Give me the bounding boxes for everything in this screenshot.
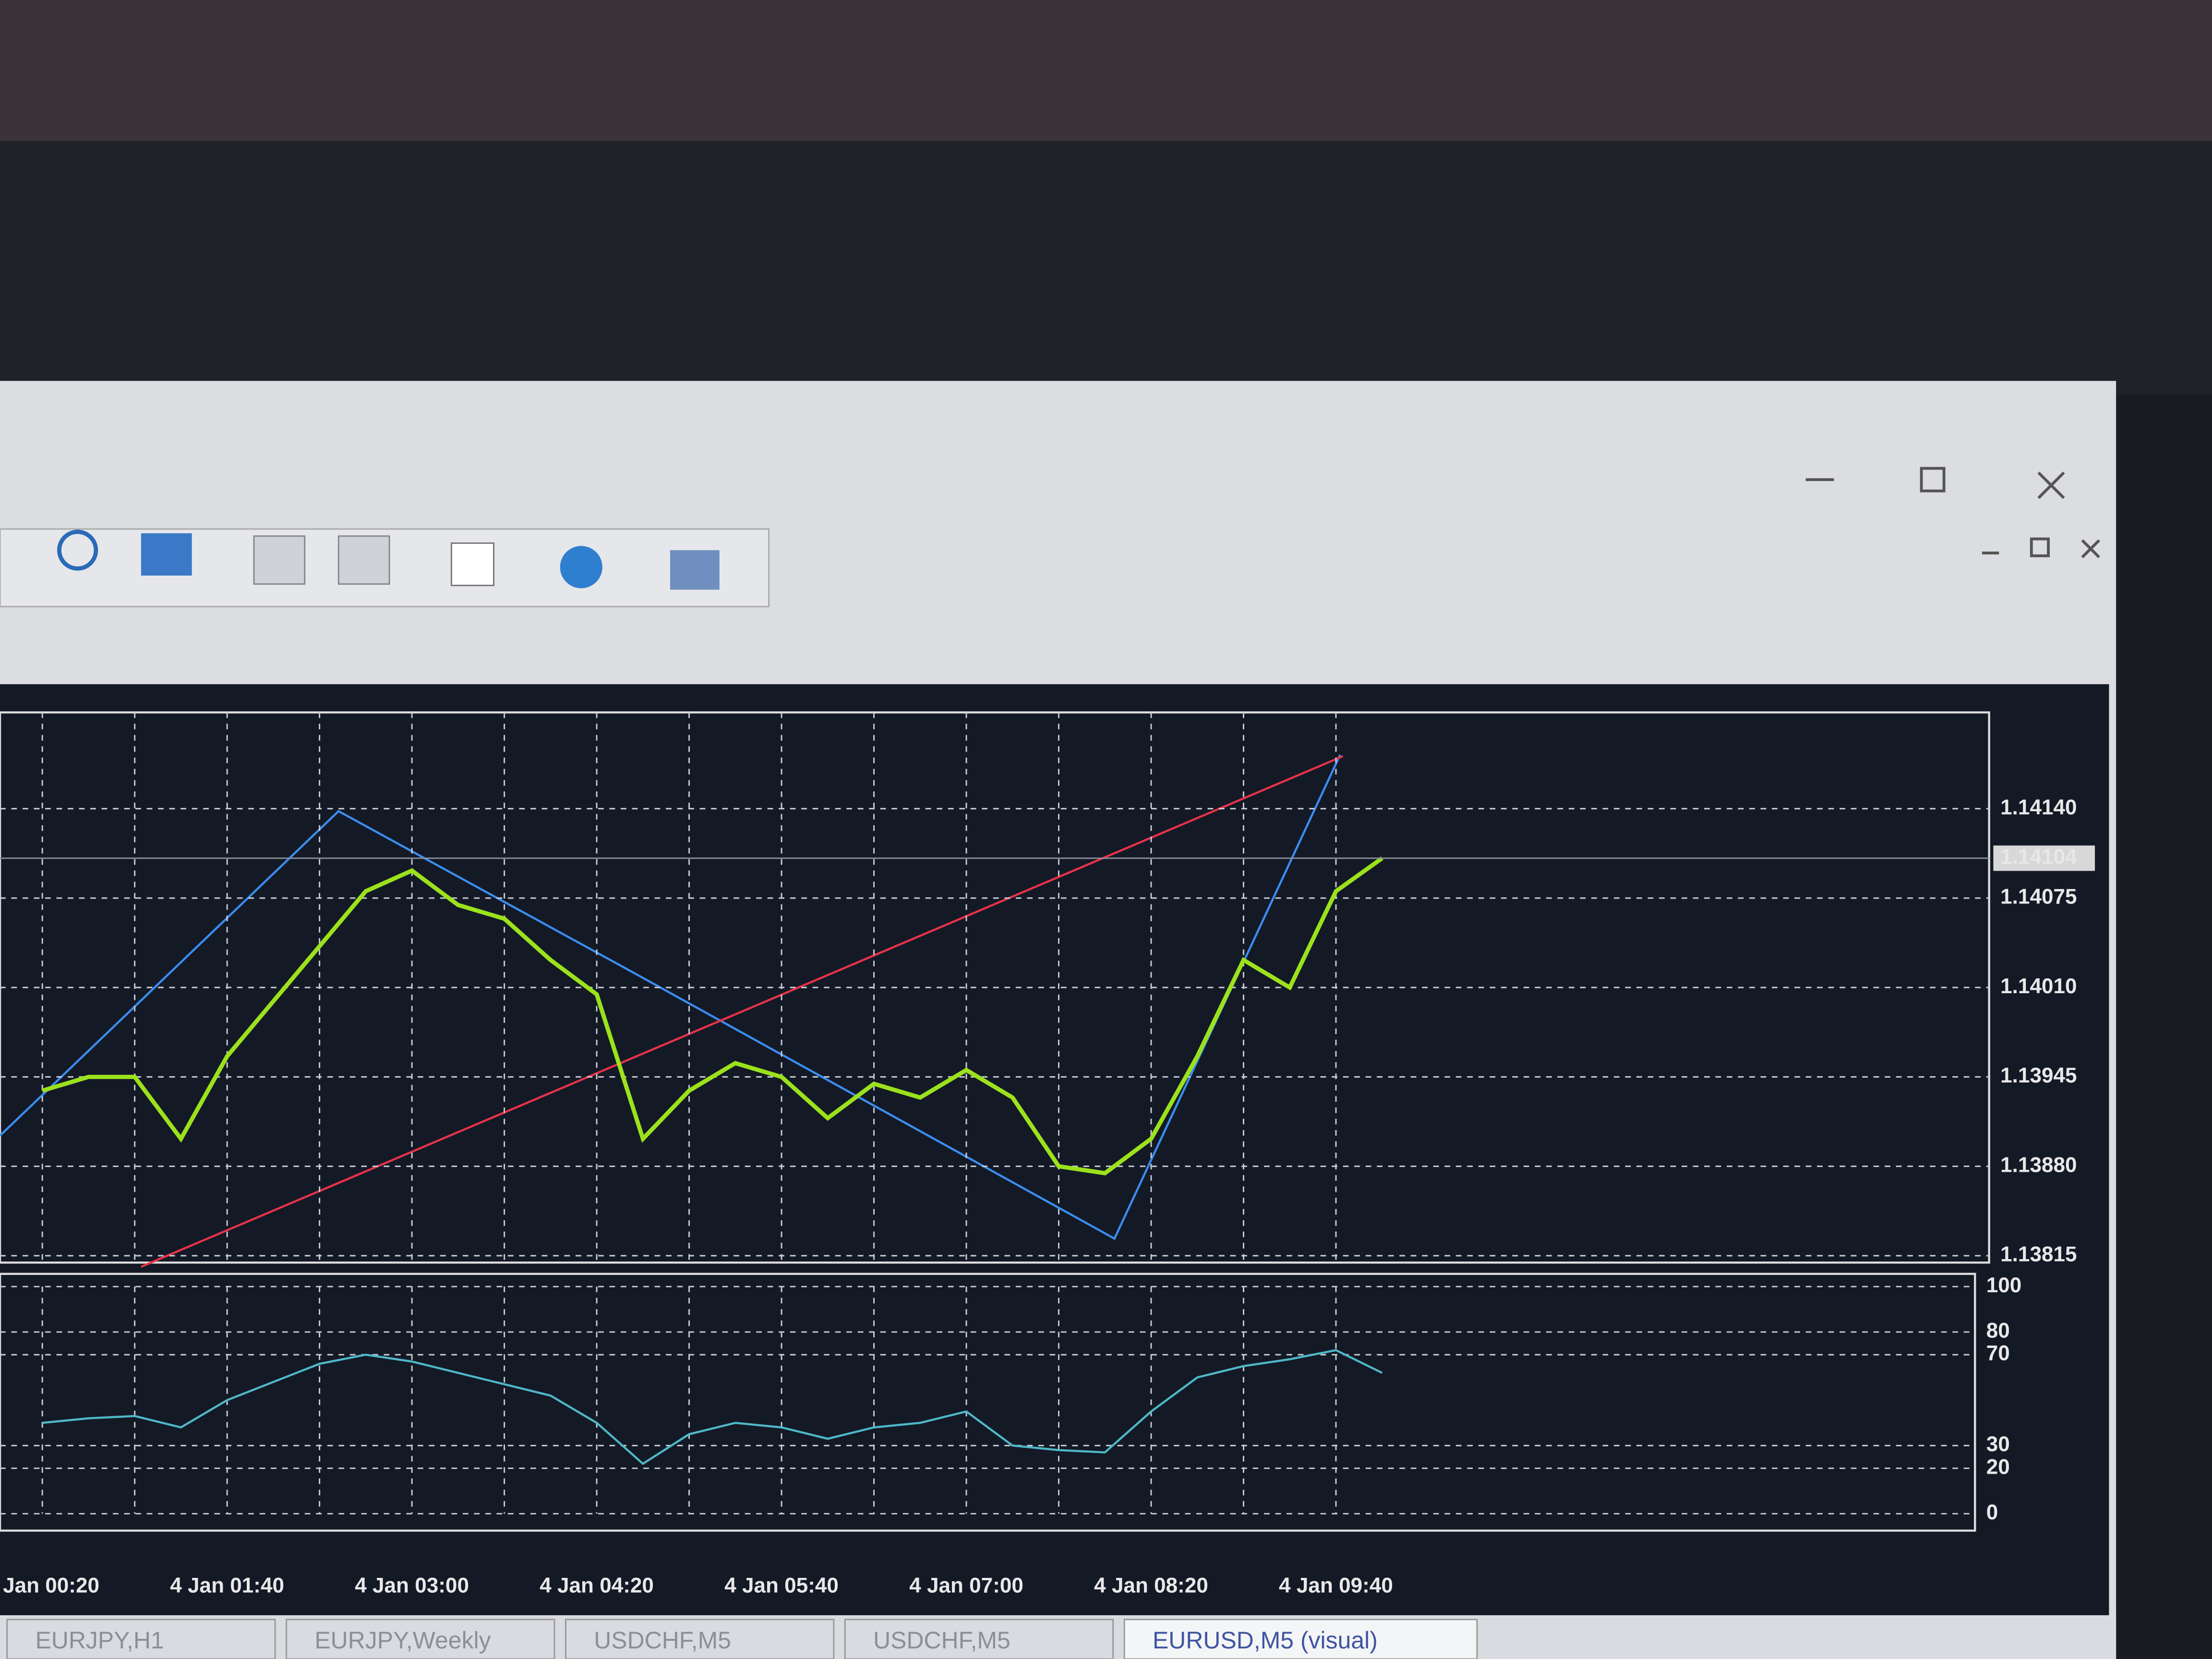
x-tick-label: 4 Jan 05:40: [724, 1574, 839, 1598]
tab-label: EURJPY,H1: [35, 1627, 164, 1654]
x-tick-label: 4 Jan 07:00: [909, 1574, 1023, 1598]
price-line: [42, 1349, 1383, 1465]
y-tick-label: 1.14075: [2000, 885, 2077, 909]
y-tick-label: 20: [1986, 1455, 2010, 1479]
tab[interactable]: [844, 1619, 1114, 1659]
y-tick-label: 30: [1986, 1432, 2010, 1456]
templates-button[interactable]: [670, 550, 720, 590]
zoom-out-button[interactable]: [57, 529, 98, 571]
tab[interactable]: [565, 1619, 835, 1659]
x-tick-label: 4 Jan 08:20: [1094, 1574, 1208, 1598]
monitor-bezel: [0, 141, 2212, 395]
x-tick-label: 4 Jan 03:00: [355, 1574, 469, 1598]
y-tick-label: 1.14010: [2000, 974, 2077, 998]
x-tick-label: 4 Jan 04:20: [540, 1574, 654, 1598]
price-line: [41, 856, 1383, 1176]
background: [0, 0, 2212, 141]
indicators-button[interactable]: [450, 542, 495, 587]
tab-bar: EURJPY,H1 EURJPY,Weekly USDCHF,M5 USDCHF,M5…: [0, 1615, 2116, 1659]
toolbar: [0, 528, 770, 608]
y-tick-label: 1.13880: [2000, 1153, 2077, 1177]
x-tick-label: 4 Jan 01:40: [170, 1574, 284, 1598]
y-tick-label: 1.13815: [2000, 1243, 2077, 1266]
x-tick-label: 4 Jan 09:40: [1279, 1574, 1393, 1598]
y-tick-label: 70: [1986, 1342, 2010, 1365]
rsi-pane: [0, 1273, 1976, 1532]
current-price-label: 1.14104: [2000, 845, 2077, 868]
tab-label: USDCHF,M5: [873, 1627, 1010, 1654]
price-pane: [0, 711, 1990, 1264]
tab[interactable]: [286, 1619, 555, 1659]
y-tick-label: 100: [1986, 1274, 2022, 1297]
x-tick-label: 4 Jan 00:20: [0, 1574, 99, 1598]
tab[interactable]: [6, 1619, 276, 1659]
tab-label: EURJPY,Weekly: [314, 1627, 491, 1654]
tab-label: EURUSD,M5 (visual): [1153, 1627, 1378, 1654]
trend-line: [141, 755, 1344, 1268]
current-price-box: [1993, 845, 2095, 871]
scroll-button[interactable]: [253, 535, 306, 585]
shift-button[interactable]: [337, 535, 390, 585]
window-controls: [1805, 467, 2100, 558]
y-tick-label: 0: [1986, 1501, 1998, 1524]
tab[interactable]: [1123, 1619, 1478, 1659]
tab-label: USDCHF,M5: [594, 1627, 731, 1654]
y-tick-label: 1.14140: [2000, 795, 2077, 819]
chart-window: [0, 684, 2109, 1615]
y-tick-label: 1.13945: [2000, 1064, 2077, 1087]
y-tick-label: 80: [1986, 1319, 2010, 1342]
tile-button[interactable]: [141, 533, 192, 576]
periods-button[interactable]: [560, 546, 602, 589]
